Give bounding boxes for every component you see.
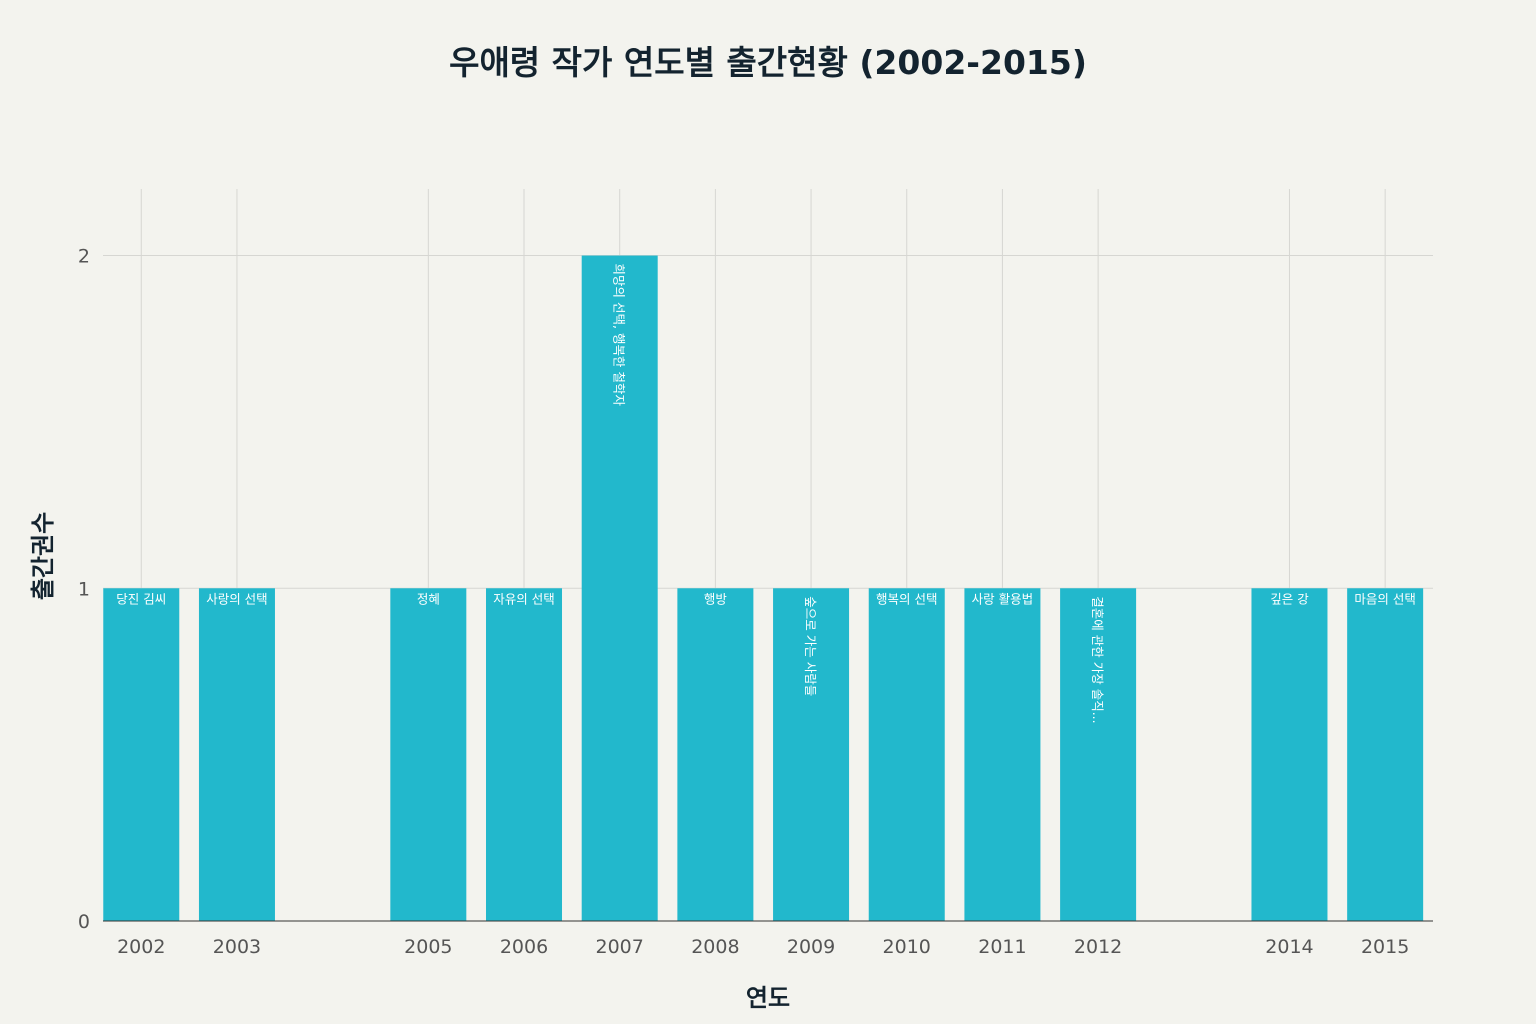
bar [1347,588,1424,921]
bar-label: 행복의 선택 [876,591,937,606]
x-tick-label: 2007 [596,936,644,958]
x-tick-label: 2005 [404,936,452,958]
bar-label: 깊은 강 [1270,591,1309,606]
bar [1251,588,1328,921]
x-tick-label: 2015 [1361,936,1409,958]
bar [103,588,180,921]
x-tick-label: 2010 [883,936,931,958]
bar [198,588,275,921]
bar-layer [103,255,1424,921]
bar-label: 희망의 선택, 행복한 철학자 [612,264,627,407]
bar [868,588,945,921]
bar [677,588,754,921]
x-axis-title: 연도 [746,984,790,1012]
bar [581,255,658,921]
y-tick-label: 1 [78,578,90,600]
y-tick-label: 0 [78,911,90,933]
grid-layer [103,189,1433,921]
x-tick-label: 2002 [117,936,165,958]
bar-label: 숲으로 가는 사람들 [803,596,818,696]
x-tick-label: 2009 [787,936,835,958]
chart-title: 우애령 작가 연도별 출간현황 (2002-2015) [449,43,1087,82]
x-tick-label: 2008 [691,936,739,958]
x-tick-label: 2014 [1265,936,1313,958]
label-layer: 2002 2003 2005 2006 2007 2008 2009 2010 2011 2012… [78,246,1416,958]
bar-label: 마음의 선택 [1354,591,1415,606]
bar-label: 자유의 선택 [493,591,554,606]
bar-label: 사랑의 선택 [206,591,267,606]
bar-label: 당진 김씨 [116,591,166,606]
bar [964,588,1041,921]
y-axis-title: 출간권수 [29,512,57,600]
bar-label: 행방 [704,591,728,606]
bar-label: 정혜 [417,591,440,606]
x-tick-label: 2006 [500,936,548,958]
bar-label: 결혼에 관한 가장 솔직... [1090,596,1105,723]
x-tick-label: 2011 [978,936,1026,958]
bar-label: 사랑 활용법 [972,591,1033,606]
bar [773,588,850,921]
bar [390,588,467,921]
bar [1060,588,1137,921]
y-tick-label: 2 [78,246,90,268]
x-tick-label: 2003 [213,936,261,958]
x-tick-label: 2012 [1074,936,1122,958]
bar [486,588,563,921]
